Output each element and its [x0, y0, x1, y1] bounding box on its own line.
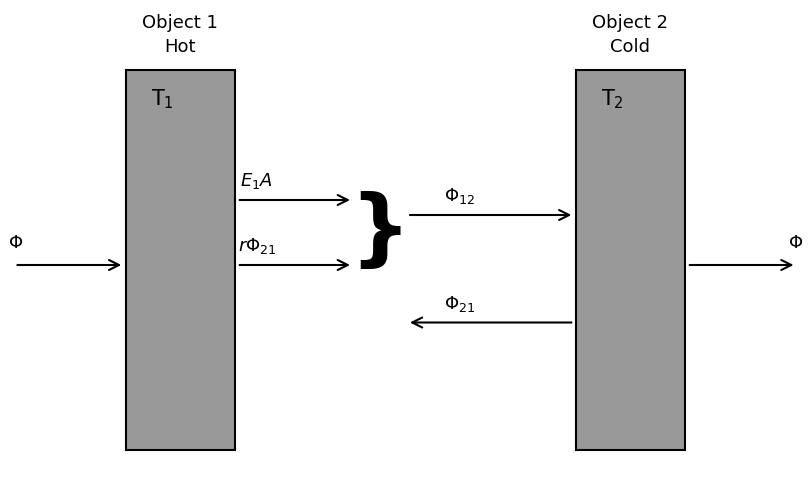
- Text: $\Phi_{12}$: $\Phi_{12}$: [444, 186, 475, 206]
- Text: T$_1$: T$_1$: [151, 87, 174, 110]
- Text: Object 1: Object 1: [142, 14, 218, 32]
- Text: Hot: Hot: [165, 38, 195, 56]
- Text: Cold: Cold: [610, 38, 650, 56]
- Text: $\Phi$: $\Phi$: [8, 234, 24, 252]
- Bar: [576, 70, 685, 450]
- Text: $\Phi$: $\Phi$: [787, 234, 803, 252]
- Text: $E_1A$: $E_1A$: [240, 171, 273, 191]
- Text: T$_2$: T$_2$: [601, 87, 624, 110]
- Text: }: }: [349, 191, 410, 274]
- Text: $\Phi_{21}$: $\Phi_{21}$: [444, 294, 476, 314]
- Bar: [126, 70, 235, 450]
- Text: Object 2: Object 2: [592, 14, 668, 32]
- Text: $r\Phi_{21}$: $r\Phi_{21}$: [238, 236, 277, 256]
